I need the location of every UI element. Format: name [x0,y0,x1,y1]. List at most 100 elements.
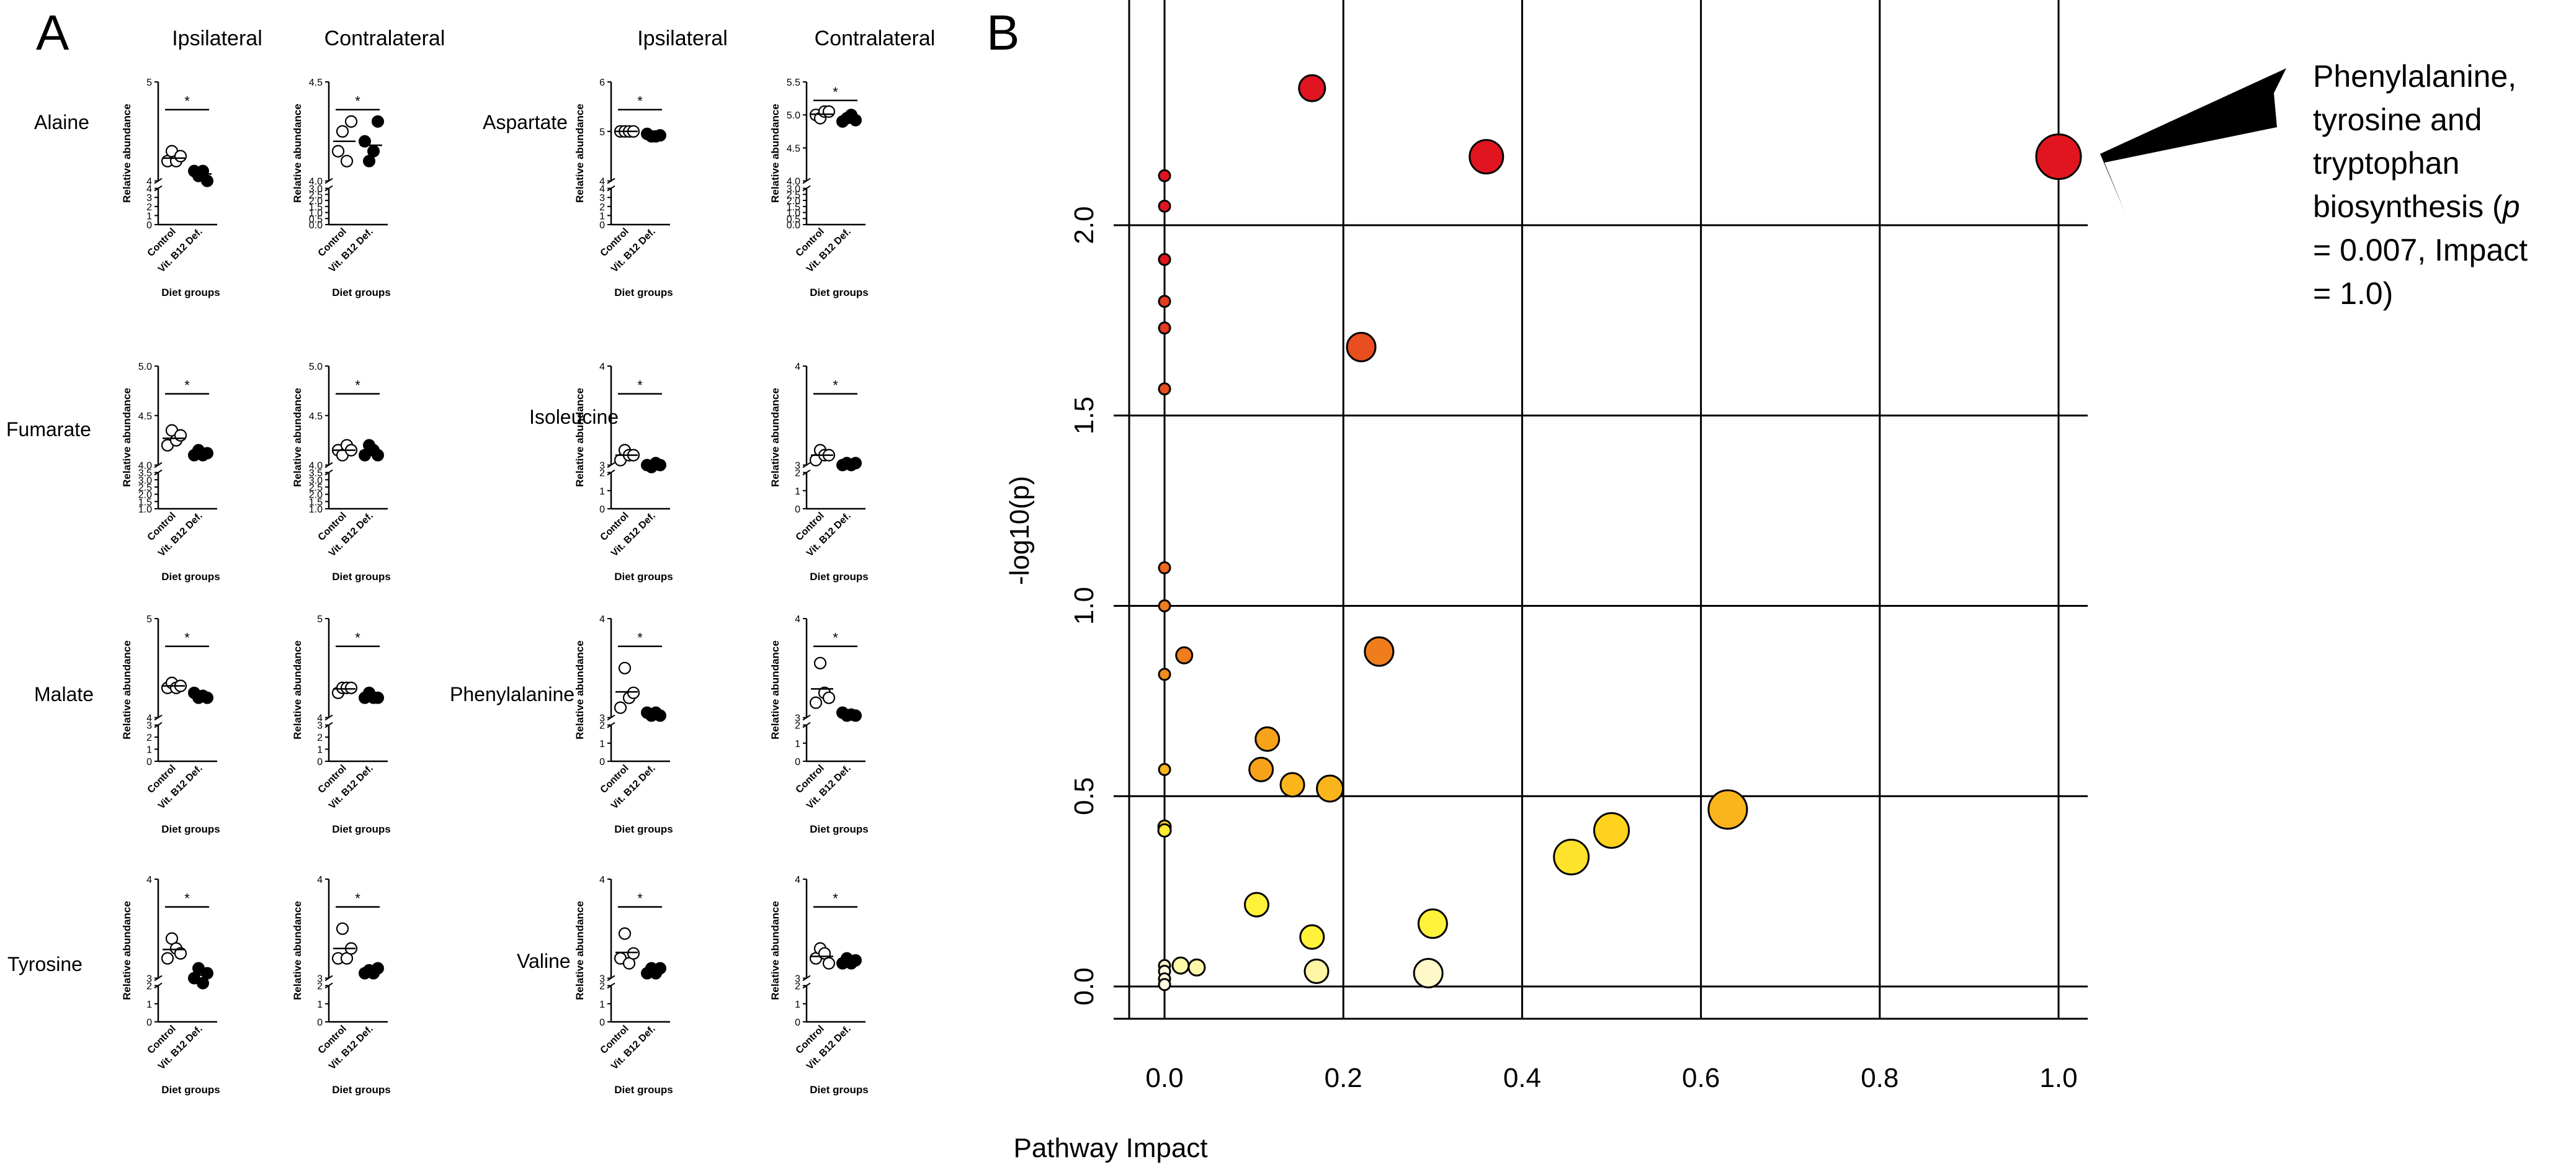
y-tick-label: 4.0 [787,177,800,187]
deficient-point [849,709,862,722]
panel-b-points [1157,74,2082,991]
significance-star: * [833,891,838,906]
y-axis-label: Relative abundance [292,640,303,740]
y-tick-label: 3.0 [309,475,323,486]
deficient-point [372,962,384,975]
y-tick-label: 4 [795,875,800,885]
y-tick-label: 3 [146,974,152,985]
y-tick-label: 3 [599,193,605,204]
annotation-line-2: tyrosine and [2313,102,2482,137]
y-tick-label: 3.0 [787,184,800,195]
y-tick-label: 4.0 [138,461,152,472]
y-tick-label: 0 [317,1018,323,1028]
pathway-point [1158,763,1171,776]
deficient-point [359,135,371,148]
y-tick-label: 0 [599,757,605,767]
y-tick-label: 5.0 [787,110,800,121]
y-tick-label: 1 [795,486,800,497]
y-tick-label: 3 [599,974,605,985]
x-axis-title: Diet groups [614,287,673,298]
row-label-tyrosine: Tyrosine [7,953,83,975]
y-tick-label: 3 [317,721,323,731]
y-tick-label: 1 [317,745,323,756]
y-tick-label: 1 [146,745,152,756]
y-tick-label: 3 [599,713,605,724]
y-axis-label: Relative abundance [769,388,781,487]
y-tick-label: 1 [599,486,605,497]
row-label-aspartate: Aspartate [483,111,568,133]
row-label-malate: Malate [34,683,94,705]
y-tick-label: 0.0 [1069,967,1099,1005]
control-point [161,952,174,965]
control-point [174,947,187,960]
y-axis-label: Relative abundance [769,104,781,203]
annotation-line-1: Phenylalanine, [2313,59,2516,94]
panel-b-label: B [986,5,1019,60]
pathway-point [1158,169,1171,182]
col-header-ipsilateral-2: Ipsilateral [637,27,728,50]
pathway-point [1553,838,1590,875]
y-tick-label: 2.0 [309,196,323,207]
panel-a: A Ipsilateral Contralateral Ipsilateral … [6,5,935,1096]
y-tick-label: 1.5 [1069,396,1099,434]
y-tick-label: 1.5 [309,497,323,508]
mini-chart-fumarate-ipsilateral: 1.01.52.02.53.03.54.0 4.5 5.0 Relative abun… [121,362,220,583]
y-tick-label: 3 [317,974,323,985]
significance-star: * [637,891,643,906]
pathway-point [1298,74,1326,102]
y-tick-label: 4.5 [309,78,323,88]
annotation-line-4: biosynthesis (p [2313,189,2520,224]
y-tick-label: 4 [317,875,323,885]
y-tick-label: 1.0 [309,504,323,515]
y-tick-label: 5 [146,614,152,625]
control-point [618,661,632,674]
y-tick-label: 0 [795,1018,800,1028]
deficient-point [372,691,384,704]
row-label-phenylalanine: Phenylalanine [450,683,575,705]
y-tick-label: 0 [317,757,323,767]
y-tick-label: 2.0 [787,196,800,207]
y-tick-label: 4 [599,875,605,885]
y-tick-label: 1 [146,211,152,221]
y-tick-label: 3 [795,461,800,472]
y-tick-label: 3.0 [138,475,152,486]
pathway-point [1158,321,1171,335]
y-tick-label: 1 [146,1000,152,1010]
annotation-line-5: = 0.007, Impact [2313,233,2528,267]
annotation-line-6: = 1.0) [2313,276,2393,311]
control-point [174,150,187,163]
y-tick-label: 0 [146,220,152,231]
significance-star: * [637,630,643,646]
panel-a-label: A [36,5,69,60]
significance-star: * [355,630,360,646]
y-tick-label: 2 [317,733,323,743]
col-header-contralateral-1: Contralateral [324,27,445,50]
deficient-point [849,457,862,470]
y-axis-label: Relative abundance [121,104,133,203]
col-header-contralateral-2: Contralateral [815,27,936,50]
y-tick-label: 4.5 [138,411,152,422]
y-tick-label: 0.5 [787,214,800,225]
y-tick-label: 3 [599,461,605,472]
y-tick-label: 4 [146,713,152,724]
x-axis-title: Diet groups [810,287,868,298]
x-tick-label: 0.0 [1145,1063,1183,1093]
y-tick-label: 1 [599,739,605,749]
control-point [614,701,627,714]
y-tick-label: 3.5 [138,468,152,479]
y-axis-label: Relative abundance [574,104,586,203]
y-tick-label: 6 [599,78,605,88]
pathway-point [1299,924,1325,950]
x-axis-title: Diet groups [614,571,673,583]
y-tick-label: 0 [795,504,800,515]
mini-chart-fumarate-contralateral: 1.01.52.02.53.03.54.0 4.5 5.0 Relative abun… [292,362,391,583]
y-axis-title: -log10(p) [1004,476,1035,585]
y-tick-label: 4 [146,177,152,187]
x-axis-title: Diet groups [332,571,390,583]
y-tick-label: 0.5 [309,214,323,225]
